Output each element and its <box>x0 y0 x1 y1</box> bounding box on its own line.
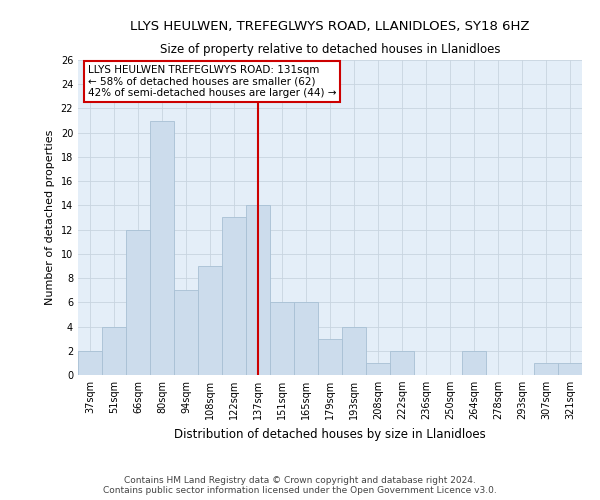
Bar <box>102 326 126 375</box>
X-axis label: Distribution of detached houses by size in Llanidloes: Distribution of detached houses by size … <box>174 428 486 440</box>
Bar <box>294 302 318 375</box>
Text: Contains HM Land Registry data © Crown copyright and database right 2024.: Contains HM Land Registry data © Crown c… <box>124 476 476 485</box>
Bar <box>150 120 174 375</box>
Y-axis label: Number of detached properties: Number of detached properties <box>45 130 55 305</box>
Bar <box>270 302 294 375</box>
Text: Contains public sector information licensed under the Open Government Licence v3: Contains public sector information licen… <box>103 486 497 495</box>
Text: LLYS HEULWEN TREFEGLWYS ROAD: 131sqm
← 58% of detached houses are smaller (62)
4: LLYS HEULWEN TREFEGLWYS ROAD: 131sqm ← 5… <box>88 64 337 98</box>
Bar <box>222 218 246 375</box>
Bar <box>78 351 102 375</box>
Bar <box>246 206 270 375</box>
Bar <box>462 351 486 375</box>
Bar <box>198 266 222 375</box>
Bar <box>126 230 150 375</box>
Bar <box>318 338 342 375</box>
Bar <box>366 363 390 375</box>
Bar <box>558 363 582 375</box>
Bar <box>534 363 558 375</box>
Bar <box>174 290 198 375</box>
Bar <box>342 326 366 375</box>
Text: Size of property relative to detached houses in Llanidloes: Size of property relative to detached ho… <box>160 42 500 56</box>
Text: LLYS HEULWEN, TREFEGLWYS ROAD, LLANIDLOES, SY18 6HZ: LLYS HEULWEN, TREFEGLWYS ROAD, LLANIDLOE… <box>130 20 530 33</box>
Bar <box>390 351 414 375</box>
